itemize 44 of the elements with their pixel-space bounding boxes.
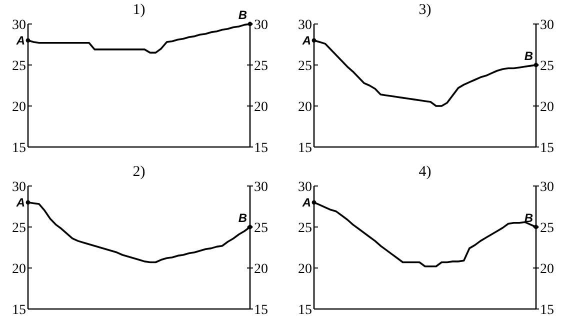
y2-tick-label: 20 (540, 100, 554, 115)
y2-tick-label: 25 (540, 220, 554, 236)
y2-tick-label: 25 (540, 58, 554, 74)
text: A (15, 33, 25, 48)
chart-title: 4) (418, 164, 432, 180)
y-tick-label: 25 (12, 58, 26, 74)
text: A (15, 195, 25, 210)
y-tick-label: 30 (12, 18, 26, 33)
y2-tick-label: 30 (254, 18, 268, 33)
y2-tick-label: 15 (540, 140, 554, 156)
text: A (301, 195, 311, 210)
annotation: B (238, 211, 248, 225)
y-tick-label: 15 (12, 302, 26, 318)
y-tick-label: 15 (298, 302, 312, 318)
y-tick-label: 25 (12, 220, 26, 236)
y2-tick-label: 30 (254, 180, 268, 195)
y2-tick-label: 30 (540, 180, 554, 195)
annotation: B (524, 211, 534, 225)
y-tick-label: 20 (298, 100, 312, 115)
y2-tick-label: 30 (540, 18, 554, 33)
y-tick-label: 20 (12, 262, 26, 277)
y-tick-label: 25 (298, 220, 312, 236)
y2-tick-label: 20 (254, 100, 268, 115)
y-tick-label: 20 (298, 262, 312, 277)
text: B (238, 8, 248, 22)
y-tick-label: 30 (298, 180, 312, 195)
y2-tick-label: 20 (254, 262, 268, 277)
y2-tick-label: 15 (254, 140, 268, 156)
chart-title: 3) (418, 2, 432, 18)
y2-tick-label: 20 (540, 262, 554, 277)
chart-title: 2) (132, 164, 146, 180)
y2-tick-label: 15 (254, 302, 268, 318)
y-tick-label: 30 (12, 180, 26, 195)
annotation: B (524, 49, 534, 63)
y-tick-label: 15 (298, 140, 312, 156)
y-tick-label: 25 (298, 58, 312, 74)
chart-title: 1) (132, 2, 146, 18)
y2-tick-label: 15 (540, 302, 554, 318)
y2-tick-label: 25 (254, 58, 268, 74)
y-tick-label: 20 (12, 100, 26, 115)
text: A (301, 33, 311, 48)
y-tick-label: 15 (12, 140, 26, 156)
y2-tick-label: 25 (254, 220, 268, 236)
y-tick-label: 30 (298, 18, 312, 33)
